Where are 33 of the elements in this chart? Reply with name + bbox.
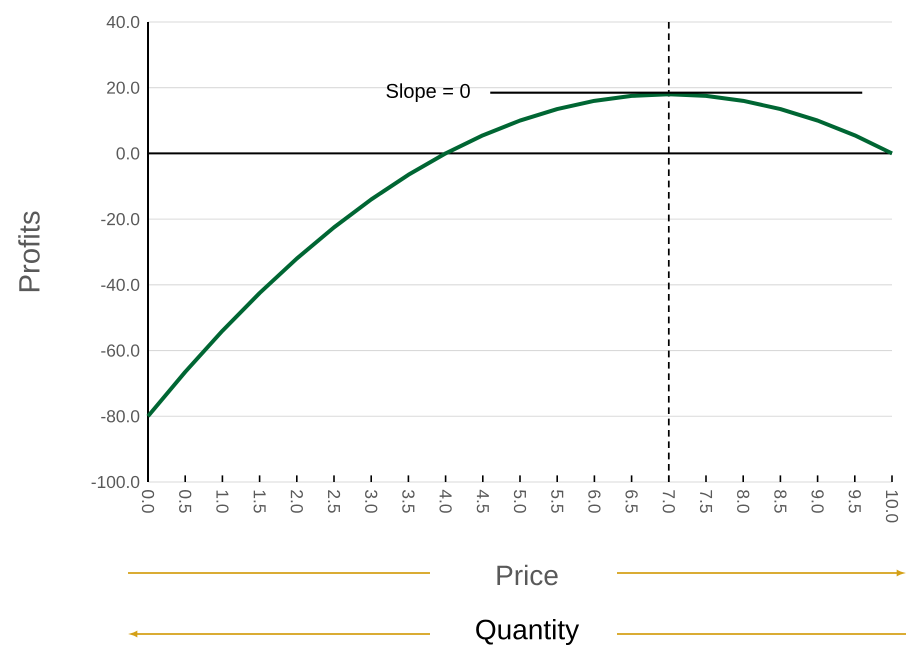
x-tick-label: 2.5 <box>328 490 340 513</box>
y-tick-label: 0.0 <box>116 147 140 160</box>
x-tick-label: 5.0 <box>514 490 526 513</box>
y-tick-label: -20.0 <box>101 212 140 226</box>
x-axis-title: Price <box>497 564 558 586</box>
x-tick-label: 9.0 <box>811 490 824 513</box>
x-tick-label: 5.5 <box>551 490 564 513</box>
y-tick-label: -80.0 <box>101 410 140 422</box>
x-tick-label: 1.5 <box>254 490 266 513</box>
y-tick-label: -40.0 <box>101 278 140 291</box>
x-tick-label: 8.0 <box>737 490 750 513</box>
text: Quantity <box>476 618 580 646</box>
x-tick-label: 4.0 <box>439 490 452 513</box>
series-label: Slope = 0 <box>386 83 470 102</box>
x-tick-label: 0.5 <box>179 490 192 513</box>
x-tick-label: 2.0 <box>290 490 303 513</box>
x-tick-label: 10.0 <box>886 490 898 522</box>
x-tick-label: 8.5 <box>774 490 787 513</box>
x-tick-label: 6.0 <box>588 490 601 513</box>
x-tick-label: 6.5 <box>625 490 638 513</box>
y-tick-label: -100.0 <box>92 476 140 488</box>
x-tick-label: 1.0 <box>216 490 229 513</box>
x-tick-label: 3.5 <box>402 490 415 513</box>
y-tick-label: -60.0 <box>101 344 140 357</box>
y-axis-title: Profits <box>18 211 40 292</box>
x-tick-label: 9.5 <box>848 490 861 513</box>
x-tick-label: 4.5 <box>476 490 489 513</box>
x-tick-label: 7.0 <box>662 490 675 513</box>
x-tick-label: 0.0 <box>142 490 154 513</box>
x-tick-label: 7.5 <box>700 490 712 513</box>
y-tick-label: 20.0 <box>107 82 140 94</box>
x-tick-label: 3.0 <box>365 490 378 513</box>
y-tick-label: 40.0 <box>106 16 140 28</box>
